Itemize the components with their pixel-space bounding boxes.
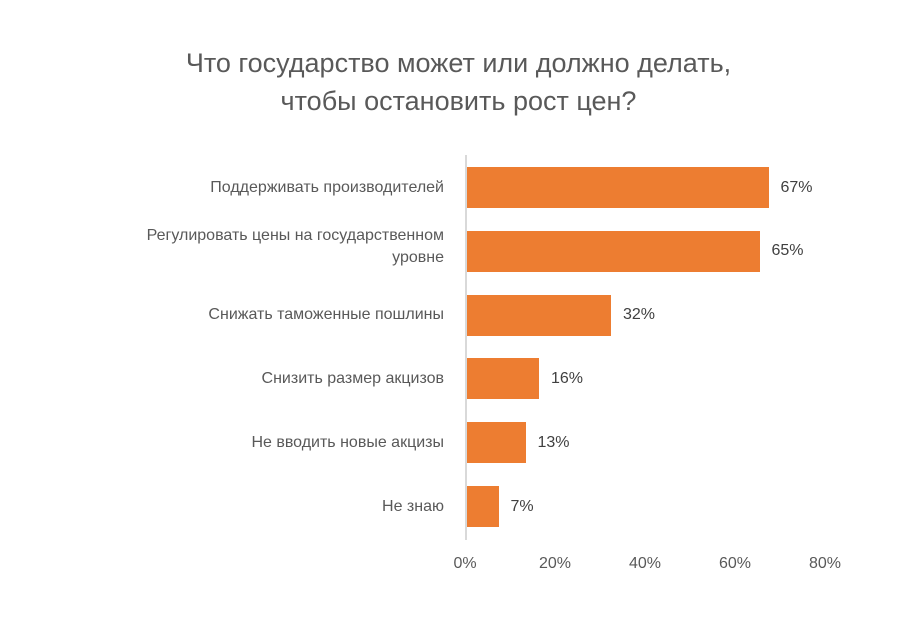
category-label-line: Не вводить новые акцизы — [251, 433, 444, 451]
data-label: 16% — [551, 369, 584, 387]
chart-title-line-2: чтобы остановить рост цен? — [280, 86, 637, 116]
data-label: 65% — [771, 242, 804, 260]
bar — [467, 294, 611, 336]
y-axis-line — [465, 155, 467, 540]
data-label: 67% — [780, 178, 813, 196]
data-label: 32% — [623, 306, 656, 324]
category-label: Регулировать цены на государственном уров… — [64, 225, 444, 269]
bar — [467, 358, 539, 400]
category-label: Поддерживать производителей — [64, 177, 444, 199]
bar — [467, 230, 760, 272]
bar — [467, 486, 499, 527]
category-label: Не знаю — [64, 496, 444, 518]
x-tick-label: 80% — [808, 555, 842, 572]
category-label-line: Не знаю — [382, 497, 444, 515]
bar — [467, 422, 526, 464]
x-tick-label: 40% — [628, 555, 662, 572]
category-label-line: Поддерживать производителей — [210, 178, 444, 196]
category-label-line: Снизить размер акцизов — [261, 369, 444, 387]
category-label-line: Снижать таможенные пошлины — [208, 306, 444, 324]
x-tick-label: 20% — [538, 555, 572, 572]
category-label: Не вводить новые акцизы — [64, 432, 444, 454]
chart-title: Что государство может или должно делать,… — [0, 44, 917, 120]
category-label: Снижать таможенные пошлины — [64, 304, 444, 326]
category-label-line: Регулировать цены на государственном — [146, 227, 444, 245]
data-label: 7% — [510, 497, 534, 515]
x-tick-label: 60% — [718, 555, 752, 572]
bar — [467, 167, 769, 208]
data-label: 13% — [537, 433, 570, 451]
chart-title-line-1: Что государство может или должно делать, — [185, 48, 732, 78]
category-label-line: уровне — [392, 249, 444, 267]
x-tick-label: 0% — [453, 555, 477, 572]
category-label: Снизить размер акцизов — [64, 368, 444, 390]
